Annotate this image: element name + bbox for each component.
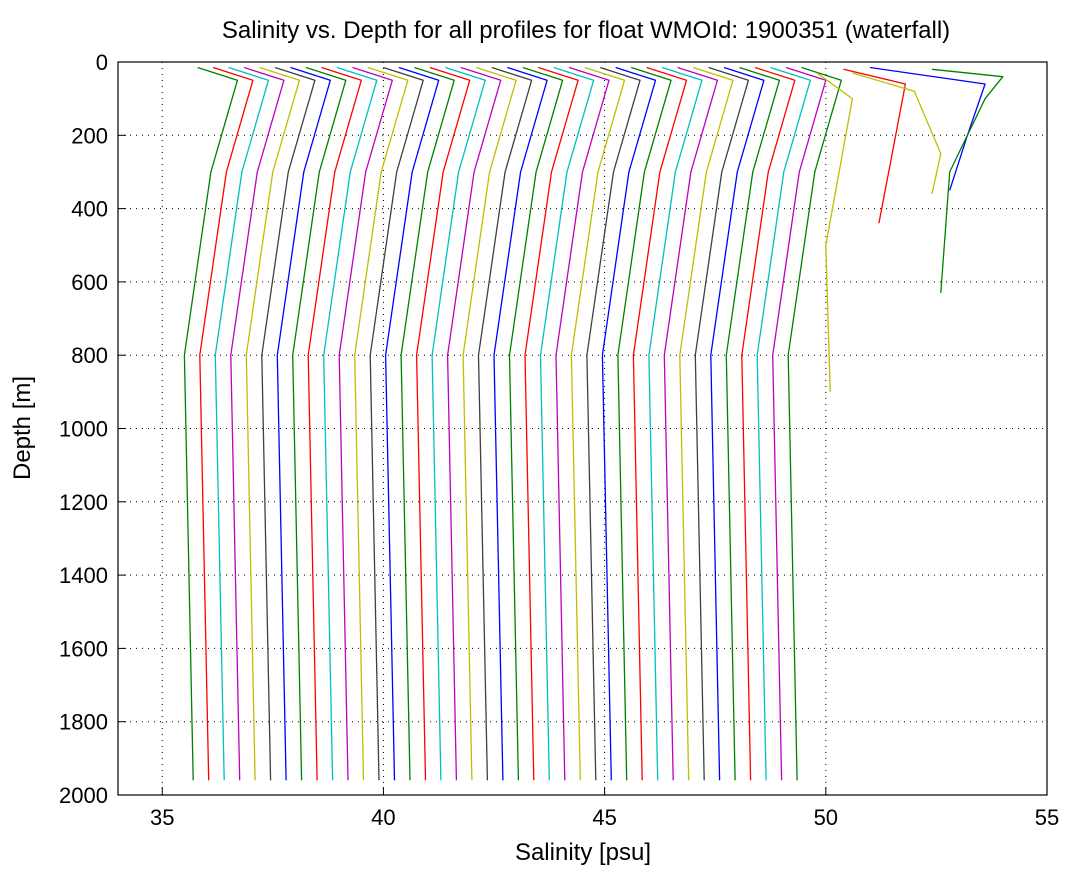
profile-line <box>245 66 301 781</box>
profile-line <box>555 66 610 781</box>
x-axis-label: Salinity [psu] <box>515 839 651 866</box>
profile-line <box>632 66 688 781</box>
profile-line <box>446 66 502 781</box>
y-tick-label: 2000 <box>59 783 108 808</box>
profile-line <box>477 66 533 781</box>
x-tick-label: 55 <box>1035 805 1059 830</box>
y-tick-label: 1800 <box>59 710 108 735</box>
profile-line <box>725 66 781 781</box>
x-tick-label: 50 <box>814 805 838 830</box>
profile-line <box>338 66 393 781</box>
profile-line <box>869 66 986 191</box>
profile-line <box>843 68 907 224</box>
profile-line <box>756 66 811 781</box>
profile-line <box>648 66 703 781</box>
profile-line <box>323 66 378 781</box>
profile-line <box>663 66 719 781</box>
profile-line <box>307 66 362 781</box>
y-tick-label: 1200 <box>59 490 108 515</box>
profile-line <box>539 66 595 781</box>
y-tick-label: 400 <box>71 197 108 222</box>
profile-line <box>524 66 579 781</box>
profile-line <box>741 66 796 781</box>
y-tick-label: 800 <box>71 343 108 368</box>
profile-line <box>679 66 734 781</box>
x-tick-label: 40 <box>371 805 395 830</box>
profile-line <box>787 66 842 781</box>
y-tick-label: 1000 <box>59 417 108 442</box>
y-axis-label: Depth [m] <box>9 376 36 480</box>
y-tick-label: 0 <box>96 50 108 75</box>
profile-line <box>601 66 657 781</box>
y-tick-label: 600 <box>71 270 108 295</box>
x-tick-label: 45 <box>592 805 616 830</box>
profile-line <box>431 66 486 781</box>
plot-frame <box>117 61 1048 796</box>
y-tick-label: 1400 <box>59 563 108 588</box>
profile-line <box>384 66 440 781</box>
profile-line <box>694 66 750 781</box>
profile-line <box>617 66 672 781</box>
profile-line <box>354 66 409 781</box>
profile-line <box>369 66 424 781</box>
profile-line <box>586 66 641 781</box>
profile-line <box>230 66 285 781</box>
profile-line <box>508 66 564 781</box>
y-tick-label: 1600 <box>59 636 108 661</box>
profile-line <box>400 66 455 781</box>
profile-line <box>931 68 1004 293</box>
profile-line <box>415 66 471 781</box>
profile-line <box>261 66 316 781</box>
profile-line <box>816 72 854 392</box>
chart-title: Salinity vs. Depth for all profiles for … <box>222 17 950 44</box>
profile-line <box>276 66 331 781</box>
profile-line <box>710 66 765 781</box>
y-tick-label: 200 <box>71 123 108 148</box>
profile-line <box>772 66 827 781</box>
profile-line <box>214 66 270 781</box>
profile-line <box>462 66 517 781</box>
profile-line <box>493 66 548 781</box>
profile-line <box>183 66 239 781</box>
profile-line <box>199 66 254 781</box>
x-tick-label: 35 <box>150 805 174 830</box>
profile-line <box>570 66 626 781</box>
profile-line <box>852 72 942 195</box>
profile-line <box>292 66 347 781</box>
